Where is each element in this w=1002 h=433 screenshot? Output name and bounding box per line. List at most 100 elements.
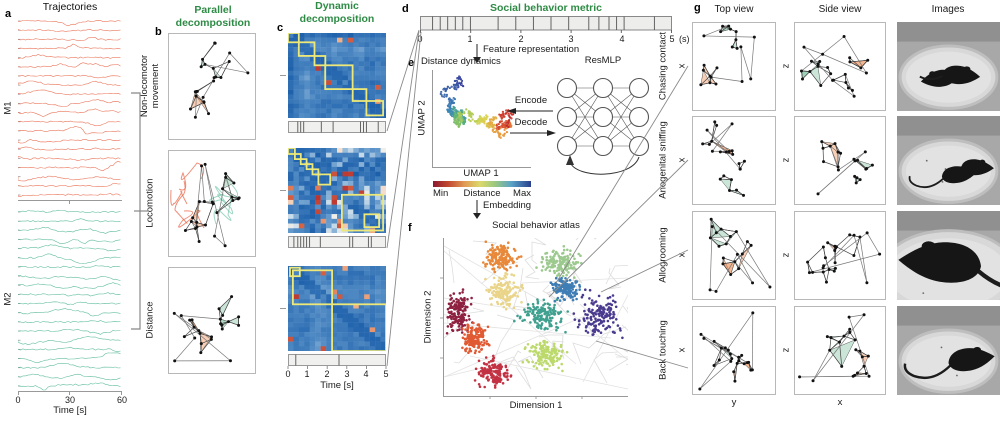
atlas-xaxis (443, 396, 628, 397)
panel-a-title: Trajectories (42, 1, 98, 13)
b-skeleton-box-1 (168, 33, 256, 140)
m2-label: M2 (2, 292, 14, 306)
b-skeleton-box-3 (168, 267, 256, 374)
behavior-atlas-scatter (444, 238, 628, 390)
g-sideview-skeleton (799, 34, 870, 98)
panel-g-letter: g (694, 2, 701, 14)
m2-axis-tick (69, 392, 70, 395)
panel-e-title: Distance dynamics (421, 56, 501, 67)
g-topview-skeleton (708, 217, 772, 293)
c-xtick: 3 (344, 369, 350, 379)
b-skeleton-2 (170, 162, 241, 248)
b-skeleton-3 (172, 295, 241, 363)
g-row-label: Allogrooming (657, 227, 669, 283)
c-xtick: 4 (363, 369, 369, 379)
g-topview-skeleton (701, 120, 746, 197)
panel-e-letter: e (408, 57, 415, 69)
segment-strip-1 (288, 121, 386, 133)
umap-xaxis (432, 167, 531, 168)
m2-trajectory-plot (18, 209, 121, 391)
umap-ylabel: UMAP 2 (416, 100, 428, 136)
m2-axis (18, 391, 122, 392)
g-topview-skeleton (698, 311, 755, 391)
a-xlabel: Time [s] (53, 405, 87, 416)
g-topview-yaxis-label: x (676, 63, 688, 69)
a-xtick-30: 30 (64, 395, 76, 405)
m2-axis-tick (18, 392, 19, 395)
g-sideview-yaxis-label: z (780, 252, 792, 258)
d-xtick: 3 (568, 34, 574, 44)
heatmap-1-ytick (280, 75, 286, 76)
g-topview-xlabel: y (731, 397, 737, 408)
g-row-label: Back touching (657, 320, 669, 380)
g-sideview-box (794, 306, 886, 395)
m1-axis-tick (69, 201, 70, 204)
colorbar-label: Distance (463, 188, 501, 199)
resmlp-title: ResMLP (584, 55, 622, 66)
b-row-label-nonlocomotor: Non-locomotor movement (139, 54, 161, 118)
d-xtick: 4 (619, 34, 625, 44)
g-sideview-box (794, 116, 886, 205)
atlas-ylabel: Dimension 2 (422, 290, 434, 344)
g-topview-box (692, 22, 776, 111)
c-xtick: 0 (285, 369, 291, 379)
g-sideview-skeleton (806, 231, 882, 285)
distance-colorbar (433, 181, 531, 187)
b-skeleton-box-2 (168, 150, 256, 257)
g-topview-yaxis-label: x (676, 252, 688, 258)
atlas-xlabel: Dimension 1 (509, 400, 563, 411)
heatmap-3 (288, 266, 386, 351)
b-row-label-distance: Distance (144, 301, 156, 339)
a-xtick-0: 0 (15, 395, 21, 405)
panel-d-letter: d (402, 3, 409, 15)
g-sideview-skeleton (816, 140, 874, 196)
d-xtick: 2 (518, 34, 524, 44)
g-topview-yaxis-label: x (676, 157, 688, 163)
panel-b-title: Parallel decomposition (175, 4, 251, 29)
heatmap-1 (288, 33, 386, 118)
d-xtick: 5 (669, 34, 675, 44)
c-xlabel: Time [s] (320, 380, 354, 391)
g-header-sideview: Side view (818, 4, 862, 15)
g-row-label: Chasing contact (657, 31, 669, 101)
m1-trajectory-plot (18, 19, 121, 198)
feature-representation-label: Feature representation (483, 44, 580, 55)
umap-yaxis (432, 70, 433, 168)
c-xtick: 5 (383, 369, 389, 379)
g-header-images: Images (931, 4, 965, 15)
umap-xlabel: UMAP 1 (463, 168, 499, 179)
mouse-photo (897, 116, 1000, 205)
d-xtick: 0 (417, 34, 423, 44)
mouse-photo (897, 211, 1000, 300)
g-topview-box (692, 116, 776, 205)
c-xtick: 2 (324, 369, 330, 379)
g-header-topview: Top view (714, 4, 754, 15)
d-unit: (s) (679, 34, 690, 44)
heatmap-3-ytick (280, 308, 286, 309)
g-sideview-yaxis-label: z (780, 347, 792, 353)
c-xtick: 1 (304, 369, 310, 379)
decode-label: Decode (514, 117, 548, 128)
embedding-label: Embedding (483, 200, 532, 211)
m1-axis (18, 200, 122, 201)
segment-strip-3 (288, 354, 386, 366)
behavior-segment-bar (420, 16, 672, 33)
colorbar-min: Min (433, 188, 449, 199)
colorbar-max: Max (513, 188, 531, 199)
b-row-label-locomotion: Locomotion (144, 178, 156, 228)
g-sideview-skeleton (798, 313, 871, 383)
d-xtick: 1 (467, 34, 473, 44)
mouse-photo (897, 306, 1000, 395)
panel-d-title: Social behavior metric (489, 2, 603, 14)
a-xtick-60: 60 (116, 395, 128, 405)
g-topview-box (692, 306, 776, 395)
resmlp-network (556, 77, 650, 175)
segment-strip-2 (288, 236, 386, 248)
g-row-label: Anogenital sniffing (657, 121, 669, 199)
panel-a-letter: a (5, 8, 12, 20)
g-sideview-xlabel: x (837, 397, 843, 408)
g-sideview-box (794, 22, 886, 111)
panel-c-title: Dynamic decomposition (299, 0, 375, 25)
heatmap-2 (288, 148, 386, 233)
